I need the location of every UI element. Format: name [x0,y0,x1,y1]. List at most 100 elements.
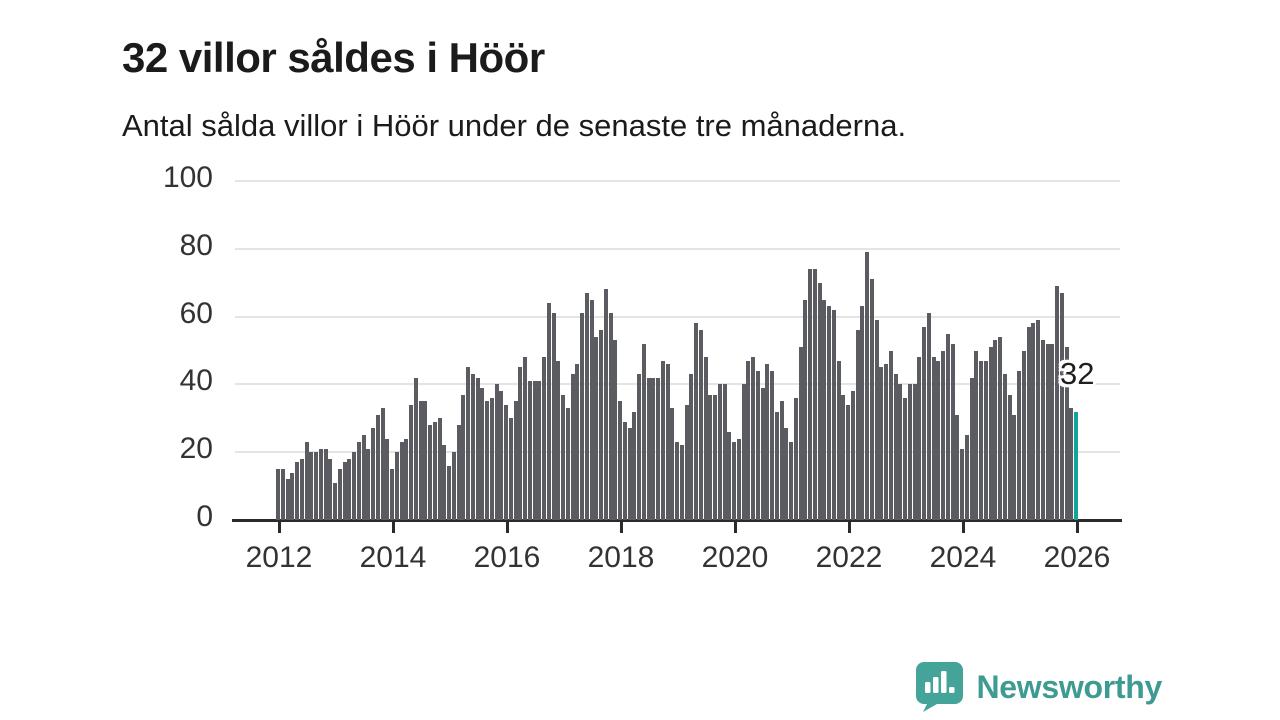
bar [955,414,960,520]
bar [461,394,466,520]
bar [698,330,703,520]
gridline [235,247,1120,250]
bar [380,408,385,520]
bar [551,313,556,520]
bar [774,411,779,520]
x-axis-tick [505,522,509,533]
newsworthy-logo[interactable]: Newsworthy [915,662,1163,712]
bar [608,313,613,520]
bar [936,360,941,520]
x-axis-label: 2022 [815,541,883,574]
bar [741,384,746,520]
newsworthy-logo-text: Newsworthy [976,668,1163,705]
bar [366,448,371,520]
bar [779,401,784,520]
bar [513,401,518,520]
bar-chart-plot: 0 20 40 60 80 100 2012 2014 2016 2018 2020 2022 2024… [162,161,1122,574]
bar [1045,343,1050,520]
bar [836,360,841,520]
x-axis-label: 2012 [245,541,313,574]
y-axis-label: 60 [179,296,213,330]
bar [356,442,361,520]
bar [760,387,765,520]
bar [808,269,812,520]
bar [1026,326,1031,520]
bar [432,421,437,520]
bar [323,448,328,520]
bar [746,360,751,520]
bar [708,394,713,520]
bar [850,391,855,520]
bar [404,438,409,520]
bar [285,479,290,520]
bar [304,442,309,520]
x-axis-label: 2020 [701,541,769,574]
bar [827,306,831,520]
bar [717,384,722,520]
bar [665,364,670,520]
bar [736,438,741,520]
bar [627,428,632,520]
y-axis-label: 40 [179,364,213,398]
bar [660,360,665,520]
bar [950,343,955,520]
gridline [235,180,1120,182]
bar [470,374,475,520]
bar [931,357,936,520]
x-axis-label: 2018 [587,541,655,574]
x-axis-tick [1075,522,1079,533]
bar [869,279,874,520]
bar [371,428,375,520]
bar [499,391,504,520]
bar [442,445,447,520]
bar [679,445,684,520]
bar [527,381,532,520]
bar [1031,323,1036,520]
bar [1017,370,1021,520]
bar [907,384,912,520]
bar [494,384,499,520]
bar [409,404,413,520]
bar [352,452,356,520]
gridline [235,315,1120,318]
bar [565,408,570,520]
bar [945,333,950,520]
y-axis-label: 100 [162,161,213,194]
bar [537,381,542,520]
bar [765,364,770,520]
bar [675,442,679,520]
x-axis-tick [961,522,965,533]
bar [846,404,850,520]
bar [912,384,917,520]
bar [394,452,399,520]
bar [561,394,565,520]
latest-value-label: 32 [1060,355,1095,391]
bar [656,377,660,520]
bar [603,289,608,520]
bar [485,401,489,520]
bar [793,397,798,520]
bar [428,425,432,520]
bar [546,303,551,520]
bar [599,330,603,520]
bar [646,377,651,520]
bar [318,448,323,520]
bar [983,360,988,520]
bar [755,370,760,520]
bar [860,306,865,520]
bar [333,482,337,520]
bar [295,462,299,520]
bar [328,458,333,520]
bar [722,384,727,520]
bar [694,323,698,520]
newsworthy-logo-icon [915,662,963,712]
bar [727,431,732,520]
bar [903,397,907,520]
bar [622,421,627,520]
bar [770,370,774,520]
bar [817,282,822,520]
bar [570,374,575,520]
bar [703,357,708,520]
bar [888,350,893,520]
bar [475,377,480,520]
